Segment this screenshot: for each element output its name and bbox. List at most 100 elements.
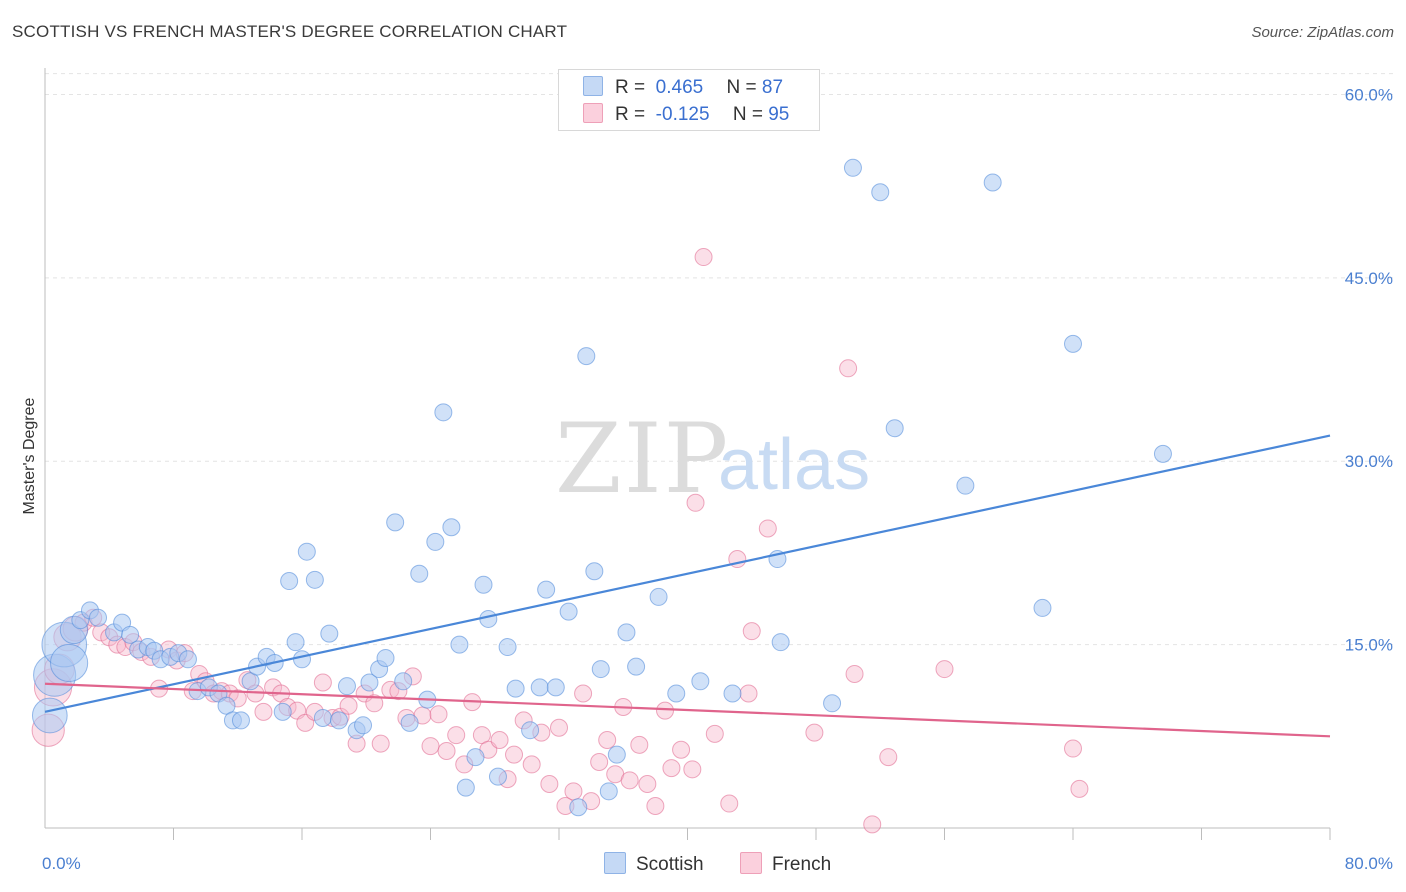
french-point bbox=[646, 796, 665, 815]
x-tick-label: 0.0% bbox=[42, 854, 81, 873]
scottish-point bbox=[546, 678, 565, 697]
n-value-scottish: 87 bbox=[761, 77, 784, 98]
french-point bbox=[371, 734, 390, 753]
french-point bbox=[935, 660, 954, 679]
scottish-point bbox=[723, 684, 742, 703]
french-point bbox=[662, 759, 681, 778]
scottish-point bbox=[394, 672, 413, 691]
stats-legend: R = 0.465 N = 87 R = -0.125 N = 95 bbox=[558, 69, 820, 131]
axes bbox=[44, 68, 1331, 840]
scottish-point bbox=[498, 638, 517, 657]
scottish-point bbox=[386, 513, 405, 532]
scottish-point bbox=[559, 602, 578, 621]
scottish-point bbox=[337, 677, 356, 696]
scottish-point bbox=[360, 673, 379, 692]
legend-label-scottish: Scottish bbox=[636, 854, 704, 875]
n-label: N = bbox=[726, 77, 757, 98]
french-point bbox=[845, 664, 864, 683]
scottish-point bbox=[956, 476, 975, 495]
scottish-point bbox=[843, 158, 862, 177]
scottish-point bbox=[488, 767, 507, 786]
scottish-point bbox=[577, 347, 596, 366]
scottish-point bbox=[456, 778, 475, 797]
scottish-point bbox=[442, 518, 461, 537]
scottish-point bbox=[450, 635, 469, 654]
scottish-point bbox=[607, 745, 626, 764]
french-point bbox=[590, 752, 609, 771]
scottish-point bbox=[121, 625, 140, 644]
french-swatch bbox=[583, 103, 603, 123]
scottish-point bbox=[627, 657, 646, 676]
french-point bbox=[339, 696, 358, 715]
scottish-point bbox=[479, 609, 498, 628]
scottish-point bbox=[691, 672, 710, 691]
french-point bbox=[742, 622, 761, 641]
scottish-point bbox=[286, 633, 305, 652]
legend-label-french: French bbox=[772, 854, 832, 875]
r-value-scottish: 0.465 bbox=[655, 77, 704, 98]
source-label: Source: ZipAtlas.com bbox=[1251, 24, 1394, 41]
grid-lines bbox=[45, 73, 1395, 646]
legend-item-french[interactable]: French bbox=[740, 852, 831, 876]
french-point bbox=[598, 730, 617, 749]
r-label: R = bbox=[615, 104, 646, 125]
french-point bbox=[672, 740, 691, 759]
french-point bbox=[1070, 779, 1089, 798]
scottish-point bbox=[823, 694, 842, 713]
french-point bbox=[863, 815, 882, 834]
french-point bbox=[447, 726, 466, 745]
r-label: R = bbox=[615, 77, 646, 98]
french-point bbox=[490, 730, 509, 749]
french-trend-line bbox=[44, 682, 1331, 738]
scottish-point bbox=[89, 608, 108, 627]
french-point bbox=[421, 737, 440, 756]
y-tick-labels: 15.0% 30.0% 45.0% 60.0% bbox=[1345, 85, 1393, 654]
scottish-point bbox=[400, 713, 419, 732]
y-axis-label: Master's Degree bbox=[21, 397, 38, 514]
french-point bbox=[254, 702, 273, 721]
scottish-point bbox=[569, 798, 588, 817]
scottish-point bbox=[885, 419, 904, 438]
series-french-points bbox=[31, 248, 1089, 834]
x-tick-labels: 0.0% 80.0% bbox=[42, 854, 1393, 873]
french-point bbox=[522, 755, 541, 774]
scottish-point bbox=[49, 643, 89, 683]
scottish-point bbox=[231, 711, 250, 730]
y-tick-label: 60.0% bbox=[1345, 85, 1393, 104]
french-point bbox=[683, 760, 702, 779]
scottish-point bbox=[410, 564, 429, 583]
french-legend-swatch bbox=[740, 852, 762, 874]
n-label: N = bbox=[732, 104, 763, 125]
legend-item-scottish[interactable]: Scottish bbox=[604, 852, 704, 876]
y-tick-label: 45.0% bbox=[1345, 269, 1393, 288]
french-point bbox=[805, 723, 824, 742]
watermark-zip: ZIP bbox=[555, 403, 730, 515]
y-tick-label: 15.0% bbox=[1345, 636, 1393, 655]
trend-lines bbox=[44, 434, 1331, 738]
scottish-point bbox=[771, 633, 790, 652]
french-point bbox=[437, 741, 456, 760]
watermark-atlas: atlas bbox=[718, 425, 870, 505]
french-point bbox=[630, 735, 649, 754]
scottish-point bbox=[426, 532, 445, 551]
scottish-point bbox=[983, 173, 1002, 192]
french-point bbox=[505, 745, 524, 764]
french-point bbox=[313, 673, 332, 692]
french-point bbox=[550, 718, 568, 737]
scottish-point bbox=[293, 650, 311, 669]
scottish-point bbox=[1064, 334, 1082, 353]
r-value-french: -0.125 bbox=[655, 104, 710, 125]
french-point bbox=[758, 519, 777, 538]
scottish-point bbox=[178, 650, 197, 669]
scottish-point bbox=[667, 684, 686, 703]
scottish-point bbox=[320, 624, 339, 643]
scottish-point bbox=[1153, 444, 1172, 463]
stats-legend-row-french: R = -0.125 N = 95 bbox=[583, 103, 789, 127]
scottish-point bbox=[474, 575, 493, 594]
french-point bbox=[620, 771, 639, 790]
scottish-point bbox=[273, 702, 292, 721]
stats-legend-row-scottish: R = 0.465 N = 87 bbox=[583, 76, 783, 100]
scottish-point bbox=[1033, 598, 1052, 617]
scottish-point bbox=[434, 403, 453, 422]
